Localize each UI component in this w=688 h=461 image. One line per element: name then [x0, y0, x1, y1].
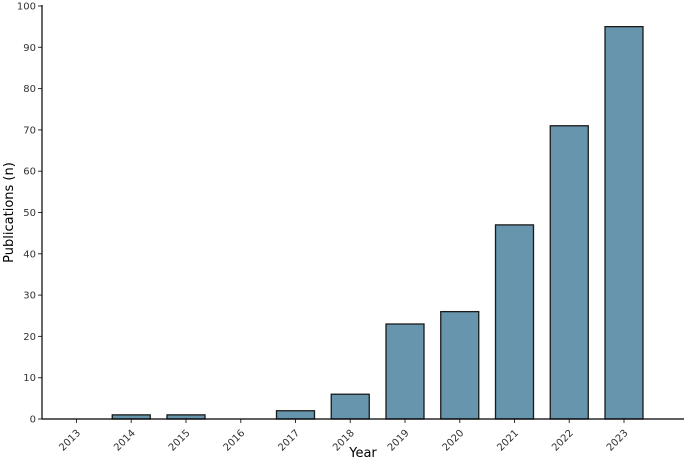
y-tick-label: 80 — [23, 84, 36, 95]
x-tick-label: 2017 — [276, 428, 302, 454]
y-tick-label: 0 — [30, 415, 36, 426]
x-tick-label: 2016 — [222, 428, 248, 454]
y-tick-label: 70 — [23, 125, 36, 136]
y-tick-label: 40 — [23, 249, 36, 260]
x-tick-label: 2019 — [386, 428, 412, 454]
bar-2018 — [330, 393, 370, 420]
x-tick-label: 2015 — [167, 428, 193, 454]
x-axis-ticks: 2013 2014 2015 2016 2017 2018 2019 2020 2021 2022… — [57, 419, 631, 454]
x-tick-label: 2021 — [495, 428, 521, 454]
y-tick-label: 60 — [23, 167, 36, 178]
x-tick-label: 2013 — [57, 428, 83, 454]
bar-2023 — [604, 25, 644, 420]
x-tick-label: 2020 — [441, 428, 467, 454]
y-tick-label: 50 — [23, 208, 36, 219]
bars — [111, 25, 644, 420]
bar-2022 — [549, 125, 589, 420]
bar-2019 — [385, 323, 425, 420]
y-tick-label: 20 — [23, 332, 36, 343]
bar-2014 — [111, 414, 151, 420]
x-tick-label: 2022 — [550, 428, 576, 454]
x-tick-label: 2023 — [605, 428, 631, 454]
y-axis-title: Publications (n) — [2, 162, 17, 263]
x-tick-label: 2014 — [112, 428, 138, 454]
y-tick-label: 100 — [17, 2, 36, 13]
x-axis-title: Year — [348, 446, 377, 461]
bar-2017 — [275, 410, 316, 420]
bar-2015 — [166, 414, 206, 420]
bar-2020 — [440, 310, 480, 420]
bar-2021 — [494, 224, 535, 420]
y-tick-label: 10 — [23, 373, 36, 384]
y-tick-label: 90 — [23, 43, 36, 54]
y-axis-ticks: 0 10 20 30 40 50 60 70 80 90 100 — [17, 2, 42, 426]
y-tick-label: 30 — [23, 291, 36, 302]
